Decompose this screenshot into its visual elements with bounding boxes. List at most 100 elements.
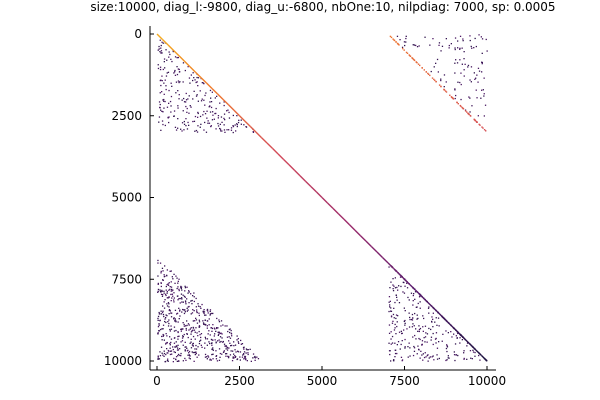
nonzero-point [202, 320, 204, 322]
nonzero-point [388, 301, 390, 303]
nonzero-point [174, 337, 176, 339]
nonzero-point [252, 131, 254, 133]
nonzero-point [176, 360, 178, 362]
diagonal-segment [360, 235, 367, 242]
nonzero-point [481, 38, 484, 40]
nonzero-point [190, 347, 193, 349]
nonzero-point [232, 350, 234, 352]
nonzero-point [460, 98, 462, 101]
nonzero-point [188, 95, 190, 97]
nonzero-point [196, 131, 199, 133]
chart-title: size:10000, diag_l:-9800, diag_u:-6800, … [90, 0, 555, 14]
nonzero-point [457, 103, 459, 105]
nonzero-point [234, 124, 236, 126]
nonzero-point [165, 317, 167, 319]
nonzero-point [187, 306, 189, 308]
nonzero-point [203, 99, 205, 101]
nonzero-point [416, 353, 418, 355]
nonzero-point [397, 315, 399, 317]
diagonal-segment [321, 197, 328, 204]
nonzero-point [219, 356, 221, 358]
nonzero-point [197, 305, 200, 307]
nonzero-point [168, 116, 170, 118]
nonzero-point [177, 107, 179, 109]
nonzero-point [404, 310, 406, 312]
nonzero-point [166, 303, 168, 305]
nonzero-point [455, 94, 457, 97]
nonzero-point [469, 79, 471, 81]
nonzero-point [204, 314, 206, 316]
diagonal-segment [239, 115, 246, 122]
nonzero-point [472, 351, 475, 353]
nonzero-point [210, 125, 212, 127]
nonzero-point [161, 289, 163, 292]
nonzero-point [177, 127, 179, 129]
nonzero-point [198, 314, 200, 317]
nonzero-point [199, 340, 201, 342]
nonzero-point [159, 79, 161, 82]
nonzero-point [191, 299, 193, 302]
nonzero-point [425, 332, 427, 334]
nonzero-point [195, 297, 197, 300]
nonzero-point [222, 341, 224, 343]
nonzero-point [160, 313, 162, 315]
nonzero-point [447, 357, 449, 359]
nonzero-point [161, 80, 163, 82]
nonzero-point [429, 356, 431, 358]
nonzero-point [438, 325, 440, 327]
nonzero-point [166, 290, 168, 293]
nonzero-point [174, 346, 177, 348]
nonzero-point [234, 355, 236, 357]
nonzero-point [390, 310, 393, 312]
nonzero-point [246, 360, 248, 362]
diagonal-segment [398, 273, 405, 280]
nonzero-point [159, 262, 162, 264]
nonzero-point [192, 327, 195, 329]
nonzero-point [221, 130, 223, 132]
nonzero-point [157, 259, 159, 262]
nonzero-point [424, 341, 426, 343]
nonzero-point [236, 125, 238, 128]
nonzero-point [206, 320, 209, 322]
nonzero-point [202, 322, 205, 324]
nonzero-point [445, 91, 448, 93]
nonzero-point [165, 321, 167, 324]
nonzero-point [159, 39, 161, 41]
nonzero-point [204, 323, 206, 325]
nonzero-point [203, 129, 205, 131]
nonzero-point [168, 313, 170, 315]
nonzero-point [394, 277, 396, 279]
nonzero-point [428, 327, 430, 330]
nonzero-point [205, 324, 207, 326]
nonzero-point [167, 325, 170, 327]
nonzero-point [188, 302, 190, 304]
diagonal-segment [376, 251, 383, 258]
nonzero-point [173, 342, 176, 344]
nonzero-point [410, 318, 413, 321]
nonzero-point [428, 306, 430, 308]
nonzero-point [164, 79, 166, 81]
nonzero-point [236, 339, 238, 341]
nonzero-point [199, 126, 201, 128]
nonzero-point [463, 357, 465, 360]
nonzero-point [412, 44, 414, 46]
nonzero-point [215, 330, 217, 332]
nonzero-point [244, 356, 246, 358]
nonzero-point [468, 96, 470, 98]
nonzero-point [169, 350, 172, 352]
nonzero-point [204, 104, 206, 106]
nonzero-point [206, 309, 208, 311]
nonzero-point [160, 293, 163, 295]
nonzero-point [481, 52, 483, 54]
diagonal-segment [283, 158, 290, 166]
nonzero-point [393, 359, 395, 361]
nonzero-point [183, 312, 186, 315]
diagonal-segment [184, 60, 191, 68]
nonzero-point [400, 356, 403, 358]
nonzero-point [177, 80, 180, 82]
nonzero-point [451, 97, 454, 99]
diagonal-segment [371, 246, 378, 253]
nonzero-point [179, 310, 181, 312]
nonzero-point [186, 298, 188, 300]
nonzero-point [417, 317, 419, 320]
